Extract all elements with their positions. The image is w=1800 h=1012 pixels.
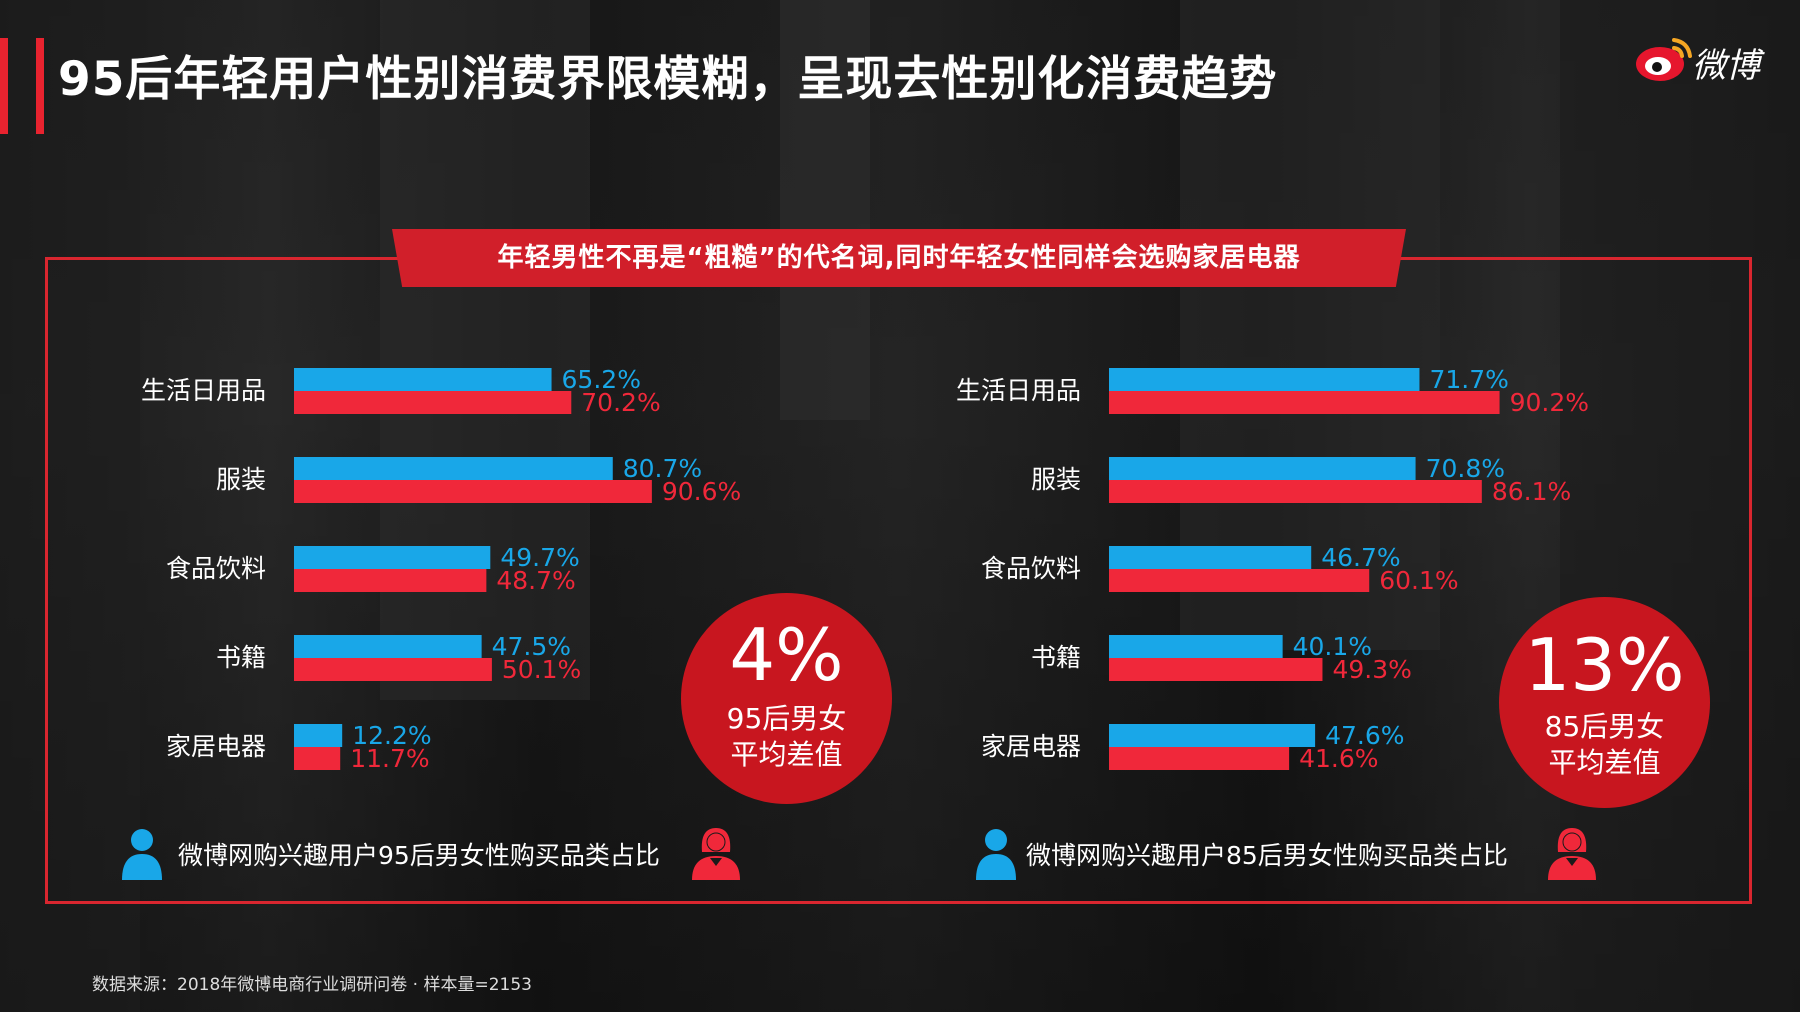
category-label: 生活日用品 bbox=[141, 376, 266, 405]
female-value-label: 86.1% bbox=[1492, 477, 1571, 506]
diff-value: 4% bbox=[729, 613, 844, 697]
female-bar bbox=[294, 747, 341, 770]
diff-circle-95: 4% 95后男女 平均差值 bbox=[681, 593, 892, 804]
female-value-label: 50.1% bbox=[502, 655, 581, 684]
title-accent-bar bbox=[36, 38, 44, 134]
female-user-icon bbox=[692, 828, 740, 880]
female-bar bbox=[1109, 391, 1500, 414]
female-value-label: 11.7% bbox=[350, 744, 429, 773]
female-value-label: 90.6% bbox=[662, 477, 741, 506]
male-bar bbox=[1109, 635, 1283, 658]
female-user-icon bbox=[1548, 828, 1596, 880]
brand-name: 微博 bbox=[1692, 46, 1760, 86]
female-bar bbox=[1109, 569, 1370, 592]
category-label: 家居电器 bbox=[166, 732, 266, 761]
male-bar bbox=[294, 457, 613, 480]
weibo-eye-logo-icon bbox=[1636, 38, 1692, 81]
male-value-label: 47.5% bbox=[492, 632, 571, 661]
category-label: 食品饮料 bbox=[981, 554, 1081, 583]
male-value-label: 80.7% bbox=[623, 454, 702, 483]
female-bar bbox=[294, 658, 492, 681]
diff-value: 13% bbox=[1524, 623, 1685, 707]
male-value-label: 46.7% bbox=[1321, 543, 1400, 572]
data-source-note: 数据来源：2018年微博电商行业调研问卷 · 样本量=2153 bbox=[92, 975, 532, 995]
female-bar bbox=[1109, 747, 1290, 770]
male-bar bbox=[1109, 724, 1316, 747]
male-bar bbox=[1109, 368, 1420, 391]
female-bar bbox=[294, 480, 652, 503]
diff-circle-85: 13% 85后男女 平均差值 bbox=[1499, 597, 1710, 808]
category-label: 书籍 bbox=[1031, 643, 1081, 672]
male-bar bbox=[294, 724, 343, 747]
diff-label-line2: 平均差值 bbox=[1548, 746, 1661, 779]
background-building bbox=[1560, 0, 1800, 1012]
female-value-label: 90.2% bbox=[1510, 388, 1589, 417]
female-bar bbox=[1109, 658, 1323, 681]
category-label: 家居电器 bbox=[981, 732, 1081, 761]
female-value-label: 49.3% bbox=[1332, 655, 1411, 684]
title-accent-bar bbox=[0, 38, 8, 134]
female-value-label: 41.6% bbox=[1299, 744, 1378, 773]
male-bar bbox=[294, 546, 491, 569]
male-value-label: 71.7% bbox=[1429, 365, 1508, 394]
chart-caption-95: 微博网购兴趣用户95后男女性购买品类占比 bbox=[178, 841, 660, 870]
male-bar bbox=[1109, 546, 1312, 569]
background-building bbox=[1180, 0, 1440, 650]
chart-caption-85: 微博网购兴趣用户85后男女性购买品类占比 bbox=[1026, 841, 1508, 870]
subtitle-banner: 年轻男性不再是“粗糙”的代名词,同时年轻女性同样会选购家居电器 bbox=[392, 229, 1406, 287]
page-title: 95后年轻用户性别消费界限模糊，呈现去性别化消费趋势 bbox=[58, 52, 1278, 107]
category-label: 生活日用品 bbox=[956, 376, 1081, 405]
diff-label-line2: 平均差值 bbox=[730, 738, 843, 771]
background-building bbox=[780, 0, 870, 420]
female-value-label: 70.2% bbox=[581, 388, 660, 417]
female-bar bbox=[294, 569, 487, 592]
category-label: 服装 bbox=[216, 465, 266, 494]
category-label: 服装 bbox=[1031, 465, 1081, 494]
female-bar bbox=[294, 391, 572, 414]
male-value-label: 65.2% bbox=[562, 365, 641, 394]
diff-label-line1: 85后男女 bbox=[1544, 710, 1665, 743]
male-bar bbox=[294, 368, 552, 391]
male-value-label: 70.8% bbox=[1426, 454, 1505, 483]
male-user-icon bbox=[976, 829, 1016, 880]
male-value-label: 49.7% bbox=[500, 543, 579, 572]
background-building bbox=[0, 0, 140, 1012]
category-label: 书籍 bbox=[216, 643, 266, 672]
category-label: 食品饮料 bbox=[166, 554, 266, 583]
male-bar bbox=[1109, 457, 1416, 480]
male-user-icon bbox=[122, 829, 162, 880]
male-value-label: 40.1% bbox=[1293, 632, 1372, 661]
male-bar bbox=[294, 635, 482, 658]
female-value-label: 60.1% bbox=[1379, 566, 1458, 595]
diff-label-line1: 95后男女 bbox=[726, 702, 847, 735]
female-value-label: 48.7% bbox=[496, 566, 575, 595]
male-value-label: 12.2% bbox=[352, 721, 431, 750]
female-bar bbox=[1109, 480, 1482, 503]
male-value-label: 47.6% bbox=[1325, 721, 1404, 750]
